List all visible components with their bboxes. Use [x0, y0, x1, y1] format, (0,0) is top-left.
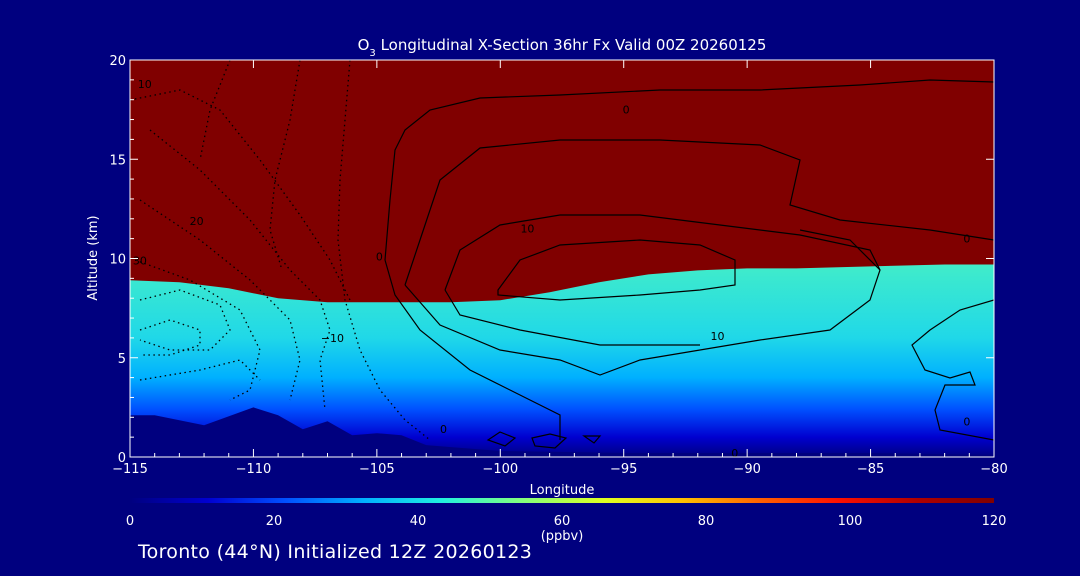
colorbar-tick-label: 80: [698, 514, 715, 529]
contour-label: 0: [440, 423, 447, 436]
colorbar-tick-label: 60: [554, 514, 571, 529]
contour-label: 10: [520, 223, 534, 236]
colorbar-tick-label: 20: [266, 514, 283, 529]
negative-contours: [130, 60, 431, 441]
colorbar-units: (ppbv): [541, 529, 584, 544]
y-axis-label: Altitude (km): [86, 215, 101, 300]
contour-lines: [384, 79, 994, 449]
y-tick-label: 10: [109, 253, 126, 268]
terrain: [130, 407, 994, 457]
x-tick-label: −90: [733, 462, 760, 477]
plot-area: 10 20 30 −10 0 0 10 10 0 0 0 0: [130, 60, 994, 460]
contour-10-inner-top: [444, 214, 881, 291]
footer-caption: Toronto (44°N) Initialized 12Z 20260123: [138, 541, 533, 563]
contour-label: 0: [963, 233, 970, 246]
y-tick-label: 0: [118, 451, 126, 466]
colorbar-tick-label: 0: [126, 514, 134, 529]
contour-10-inner-bottom: [444, 289, 700, 346]
x-tick-label: −105: [359, 462, 395, 477]
contour-label: 0: [623, 104, 630, 117]
contour-label: 20: [190, 215, 204, 228]
x-tick-label: −80: [980, 462, 1007, 477]
colorbar-tick-label: 40: [410, 514, 427, 529]
x-tick-label: −115: [112, 462, 148, 477]
contour-label: 30: [133, 254, 147, 267]
colorbar-tick-label: 100: [838, 514, 863, 529]
contour-5-upper: [404, 139, 994, 286]
y-tick-label: 20: [109, 54, 126, 69]
contour-0-lower: [384, 259, 561, 440]
colorbar-tick-label: 120: [982, 514, 1007, 529]
contour-0-upper: [384, 79, 994, 261]
x-tick-label: −95: [610, 462, 637, 477]
contour-label: −10: [321, 332, 344, 345]
contour-label-group: 10 20 30 −10 0 0 10 10 0 0 0 0: [133, 78, 970, 460]
x-axis-label: Longitude: [530, 483, 595, 498]
chart-title: O3 Longitudinal X-Section 36hr Fx Valid …: [358, 36, 767, 59]
y-axis: 0 5 10 15 20: [109, 54, 994, 466]
colorbar: [130, 498, 994, 503]
contour-label: 10: [138, 78, 152, 91]
contour-15: [497, 239, 736, 301]
stratosphere-field: [130, 60, 994, 303]
x-axis: −115 −110 −105 −100 −95 −90 −85 −80: [112, 60, 1008, 477]
y-tick-label: 5: [118, 352, 126, 367]
x-tick-label: −85: [857, 462, 884, 477]
contour-label: 10: [711, 330, 725, 343]
contour-small-cells: [486, 431, 602, 449]
x-tick-label: −100: [482, 462, 518, 477]
contour-label: 0: [376, 251, 383, 264]
x-tick-label: −110: [236, 462, 272, 477]
contour-0-east: [911, 299, 994, 441]
y-tick-label: 15: [109, 153, 126, 168]
contour-label: 0: [731, 447, 738, 460]
contour-label: 0: [963, 415, 970, 428]
colorbar-ticks: 0 20 40 60 80 100 120: [126, 514, 1007, 529]
